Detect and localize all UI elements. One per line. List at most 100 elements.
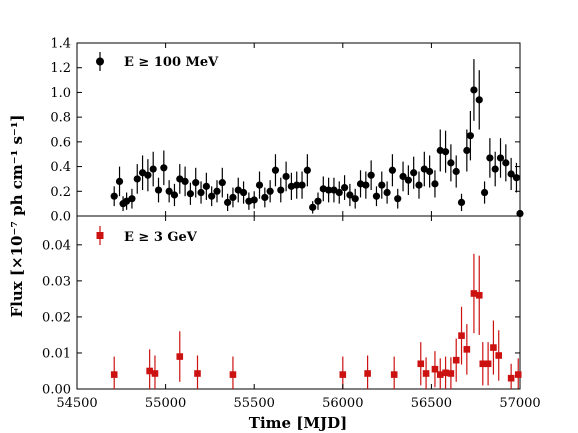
x-axis-title: Time [MJD]	[249, 414, 347, 432]
top-data-point	[388, 166, 397, 174]
top-data-point	[192, 179, 200, 187]
bottom-data-point	[470, 290, 478, 297]
x-tick-label: 54500	[56, 396, 97, 411]
top-data-point	[298, 181, 306, 189]
bottom-data-point	[151, 370, 159, 377]
top-y-tick-label: 0.6	[50, 135, 71, 150]
top-data-point	[383, 188, 391, 197]
top-series	[110, 59, 524, 218]
bottom-data-point	[339, 371, 347, 378]
top-data-point	[229, 193, 237, 202]
top-data-point	[346, 191, 354, 199]
top-y-tick-label: 1.0	[50, 86, 71, 101]
top-data-point	[491, 165, 499, 173]
top-data-point	[239, 188, 248, 197]
top-data-point	[181, 177, 189, 185]
bottom-y-tick-label: 0.03	[42, 274, 71, 289]
top-data-point	[463, 146, 471, 155]
top-data-point	[149, 165, 157, 173]
top-data-point	[362, 181, 370, 189]
top-data-point	[170, 191, 179, 199]
top-data-point	[431, 180, 439, 188]
top-data-point	[394, 195, 402, 203]
top-data-point	[404, 176, 412, 184]
top-data-point	[367, 171, 375, 179]
x-tick-label: 55500	[234, 396, 275, 411]
top-data-point	[470, 86, 478, 94]
top-y-tick-label: 0.0	[50, 210, 71, 225]
bottom-panel: 0.00 0.01 0.02 0.03 0.04 E ≥ 3 GeV	[42, 215, 522, 398]
bottom-data-point	[417, 360, 425, 368]
top-data-point	[202, 182, 210, 190]
top-data-point	[213, 187, 221, 195]
bottom-y-tick-label: 0.02	[42, 310, 71, 325]
top-data-point	[186, 190, 195, 198]
top-data-point	[351, 195, 359, 203]
x-axis: 54500 55000 55500 56000 56500 57000	[56, 396, 540, 411]
bottom-data-point	[110, 371, 118, 378]
top-data-point	[314, 197, 322, 205]
bottom-data-point	[458, 332, 465, 339]
top-data-point	[165, 187, 173, 195]
top-panel: 0.0 0.2 0.4 0.6 0.8 1.0 1.2 1.4 E ≥ 100 MeV	[50, 37, 524, 225]
top-legend-label: E ≥ 100 MeV	[124, 55, 219, 70]
top-data-point	[480, 188, 489, 197]
top-data-point	[266, 187, 274, 195]
bottom-data-point	[390, 371, 398, 378]
bottom-data-point	[447, 370, 455, 377]
bottom-data-point	[479, 360, 487, 368]
top-data-point	[154, 186, 163, 194]
bottom-data-point	[452, 356, 460, 364]
bottom-panel-frame	[76, 215, 521, 390]
top-data-point	[197, 188, 205, 197]
top-y-tick-label: 0.4	[50, 160, 71, 175]
top-y-tick-label: 1.2	[50, 61, 71, 76]
bottom-series	[110, 253, 522, 389]
bottom-y-tick-label: 0.04	[42, 238, 71, 253]
top-data-point	[303, 166, 311, 174]
bottom-data-point	[194, 370, 201, 377]
bottom-data-point	[442, 369, 449, 377]
top-data-point	[325, 186, 333, 194]
bottom-y-tick-label: 0.01	[42, 346, 71, 361]
top-data-point	[496, 154, 505, 162]
top-data-point	[144, 171, 152, 179]
top-data-point	[218, 179, 226, 187]
top-data-point	[447, 159, 455, 167]
top-y-axis: 0.0 0.2 0.4 0.6 0.8 1.0 1.2 1.4	[50, 37, 521, 225]
bottom-legend: E ≥ 3 GeV	[96, 226, 198, 245]
top-data-point	[133, 175, 141, 183]
bottom-y-tick-label: 0.00	[42, 383, 71, 398]
top-data-point	[372, 192, 381, 200]
top-data-point	[399, 172, 407, 181]
bottom-data-point	[514, 371, 522, 378]
x-tick-label: 56000	[322, 396, 363, 411]
bottom-data-point	[176, 353, 184, 360]
top-y-tick-label: 0.2	[50, 185, 71, 200]
top-data-point	[457, 198, 466, 207]
top-data-point	[441, 148, 450, 156]
top-data-point	[224, 198, 232, 207]
top-data-point	[507, 170, 515, 178]
top-data-point	[160, 164, 168, 172]
bottom-data-point	[490, 344, 497, 351]
bottom-data-point	[495, 352, 503, 359]
top-data-point	[475, 96, 483, 104]
top-data-point	[415, 181, 423, 189]
bottom-y-axis: 0.00 0.01 0.02 0.03 0.04	[42, 216, 521, 398]
top-data-point	[452, 167, 460, 176]
top-data-point	[208, 192, 216, 200]
top-y-tick-label: 0.8	[50, 111, 71, 126]
x-tick-label: 57000	[499, 396, 540, 411]
top-y-tick-label: 1.4	[50, 37, 71, 52]
bottom-legend-label: E ≥ 3 GeV	[124, 230, 198, 245]
bottom-data-point	[229, 371, 237, 378]
top-data-point	[115, 177, 124, 185]
top-data-point	[277, 186, 285, 194]
top-data-point	[128, 195, 136, 203]
top-data-point	[410, 169, 418, 177]
x-tick-label: 55000	[145, 396, 186, 411]
bottom-legend-marker	[96, 232, 104, 239]
top-data-point	[110, 192, 118, 200]
